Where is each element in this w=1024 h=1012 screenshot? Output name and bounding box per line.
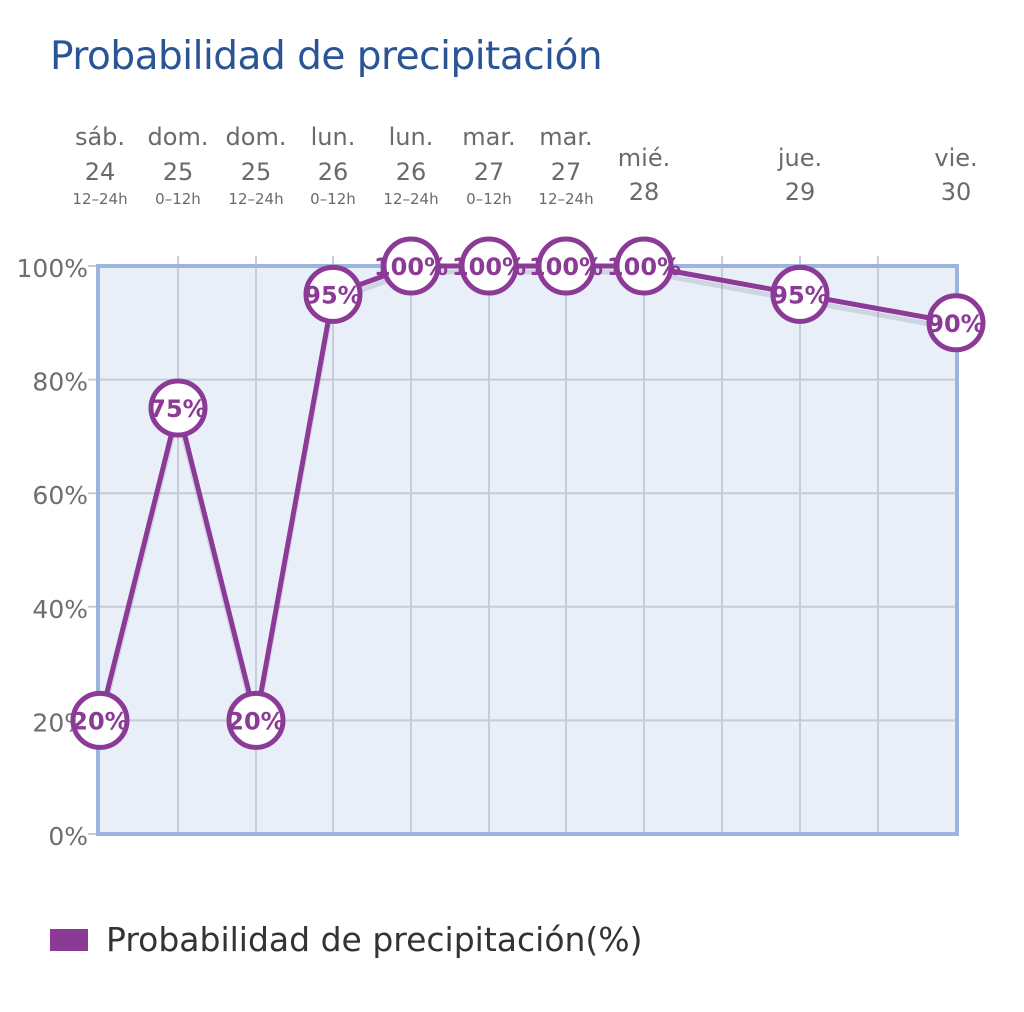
y-tick-label: 80% [32,368,88,397]
data-point[interactable] [381,236,441,296]
x-period-label: 12–24h [72,190,127,208]
x-day-label: sáb. [75,123,125,151]
x-date-label: 30 [941,178,972,206]
x-period-label: 12–24h [538,190,593,208]
legend-swatch [50,928,88,951]
x-date-label: 27 [474,158,505,186]
x-day-label: mar. [462,123,515,151]
x-day-label: jue. [777,144,822,172]
data-label: 90% [927,310,984,338]
plot-area [98,266,957,834]
x-date-label: 25 [241,158,272,186]
data-label: 100% [452,253,526,281]
series-line [97,263,957,723]
data-label: 20% [71,707,128,735]
x-day-label: mié. [618,144,670,172]
data-point[interactable] [770,264,830,324]
y-tick-label: 100% [17,254,88,283]
data-point[interactable] [926,293,986,353]
data-point[interactable] [459,236,519,296]
x-date-label: 25 [163,158,194,186]
data-label: 95% [304,281,361,309]
x-date-label: 27 [551,158,582,186]
data-point[interactable] [226,690,286,750]
y-tick-label: 0% [48,822,88,851]
y-tick-label: 40% [32,595,88,624]
data-point[interactable] [303,264,363,324]
data-label: 100% [607,253,681,281]
data-point[interactable] [70,690,130,750]
x-period-label: 0–12h [310,190,356,208]
data-point[interactable] [614,236,674,296]
chart-title: Probabilidad de precipitación [50,34,603,79]
x-period-label: 0–12h [466,190,512,208]
x-date-label: 28 [629,178,660,206]
x-date-label: 26 [318,158,349,186]
x-date-label: 24 [85,158,116,186]
y-tick-label: 60% [32,481,88,510]
data-point[interactable] [148,378,208,438]
x-day-label: vie. [934,144,977,172]
x-date-label: 26 [396,158,427,186]
data-label: 75% [149,395,206,423]
x-day-label: mar. [539,123,592,151]
x-day-label: dom. [226,123,287,151]
x-period-label: 12–24h [228,190,283,208]
x-period-label: 12–24h [383,190,438,208]
x-day-label: lun. [311,123,356,151]
x-day-label: lun. [389,123,434,151]
data-label: 95% [771,281,828,309]
data-label: 100% [374,253,448,281]
legend-label: Probabilidad de precipitación(%) [106,920,643,959]
data-label: 20% [227,707,284,735]
legend[interactable]: Probabilidad de precipitación(%) [50,920,643,959]
data-label: 100% [529,253,603,281]
x-date-label: 29 [785,178,816,206]
x-period-label: 0–12h [155,190,201,208]
x-day-label: dom. [148,123,209,151]
data-point[interactable] [536,236,596,296]
